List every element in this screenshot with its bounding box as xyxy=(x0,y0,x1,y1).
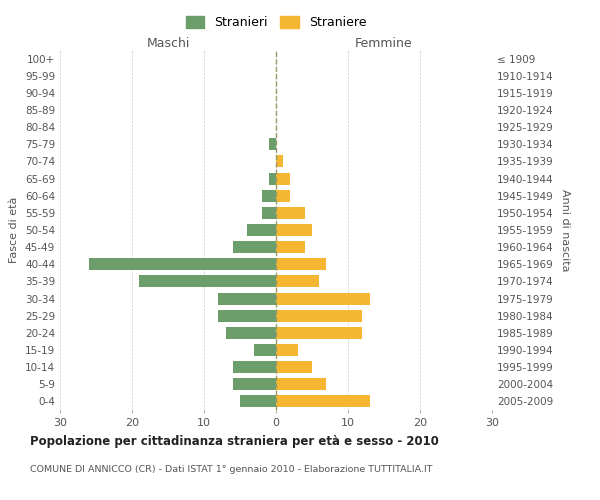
Bar xyxy=(276,224,312,236)
Bar xyxy=(276,156,283,168)
Bar xyxy=(276,344,298,356)
Legend: Stranieri, Straniere: Stranieri, Straniere xyxy=(181,11,371,34)
Bar xyxy=(233,241,276,253)
Bar xyxy=(233,378,276,390)
Bar xyxy=(254,344,276,356)
Text: Femmine: Femmine xyxy=(355,37,413,50)
Bar xyxy=(276,361,312,373)
Y-axis label: Fasce di età: Fasce di età xyxy=(10,197,19,263)
Bar xyxy=(276,241,305,253)
Bar xyxy=(262,190,276,202)
Text: Maschi: Maschi xyxy=(146,37,190,50)
Bar xyxy=(276,327,362,339)
Bar xyxy=(276,258,326,270)
Bar xyxy=(262,207,276,219)
Y-axis label: Anni di nascita: Anni di nascita xyxy=(560,188,570,271)
Bar xyxy=(233,361,276,373)
Bar xyxy=(226,327,276,339)
Bar xyxy=(276,378,326,390)
Bar xyxy=(139,276,276,287)
Text: Popolazione per cittadinanza straniera per età e sesso - 2010: Popolazione per cittadinanza straniera p… xyxy=(30,435,439,448)
Bar xyxy=(218,310,276,322)
Bar xyxy=(276,207,305,219)
Bar xyxy=(240,396,276,407)
Bar xyxy=(89,258,276,270)
Bar xyxy=(276,396,370,407)
Bar xyxy=(269,172,276,184)
Bar xyxy=(218,292,276,304)
Bar xyxy=(247,224,276,236)
Bar xyxy=(276,172,290,184)
Bar xyxy=(276,190,290,202)
Bar xyxy=(276,292,370,304)
Text: COMUNE DI ANNICCO (CR) - Dati ISTAT 1° gennaio 2010 - Elaborazione TUTTITALIA.IT: COMUNE DI ANNICCO (CR) - Dati ISTAT 1° g… xyxy=(30,465,433,474)
Bar xyxy=(269,138,276,150)
Bar xyxy=(276,310,362,322)
Bar xyxy=(276,276,319,287)
